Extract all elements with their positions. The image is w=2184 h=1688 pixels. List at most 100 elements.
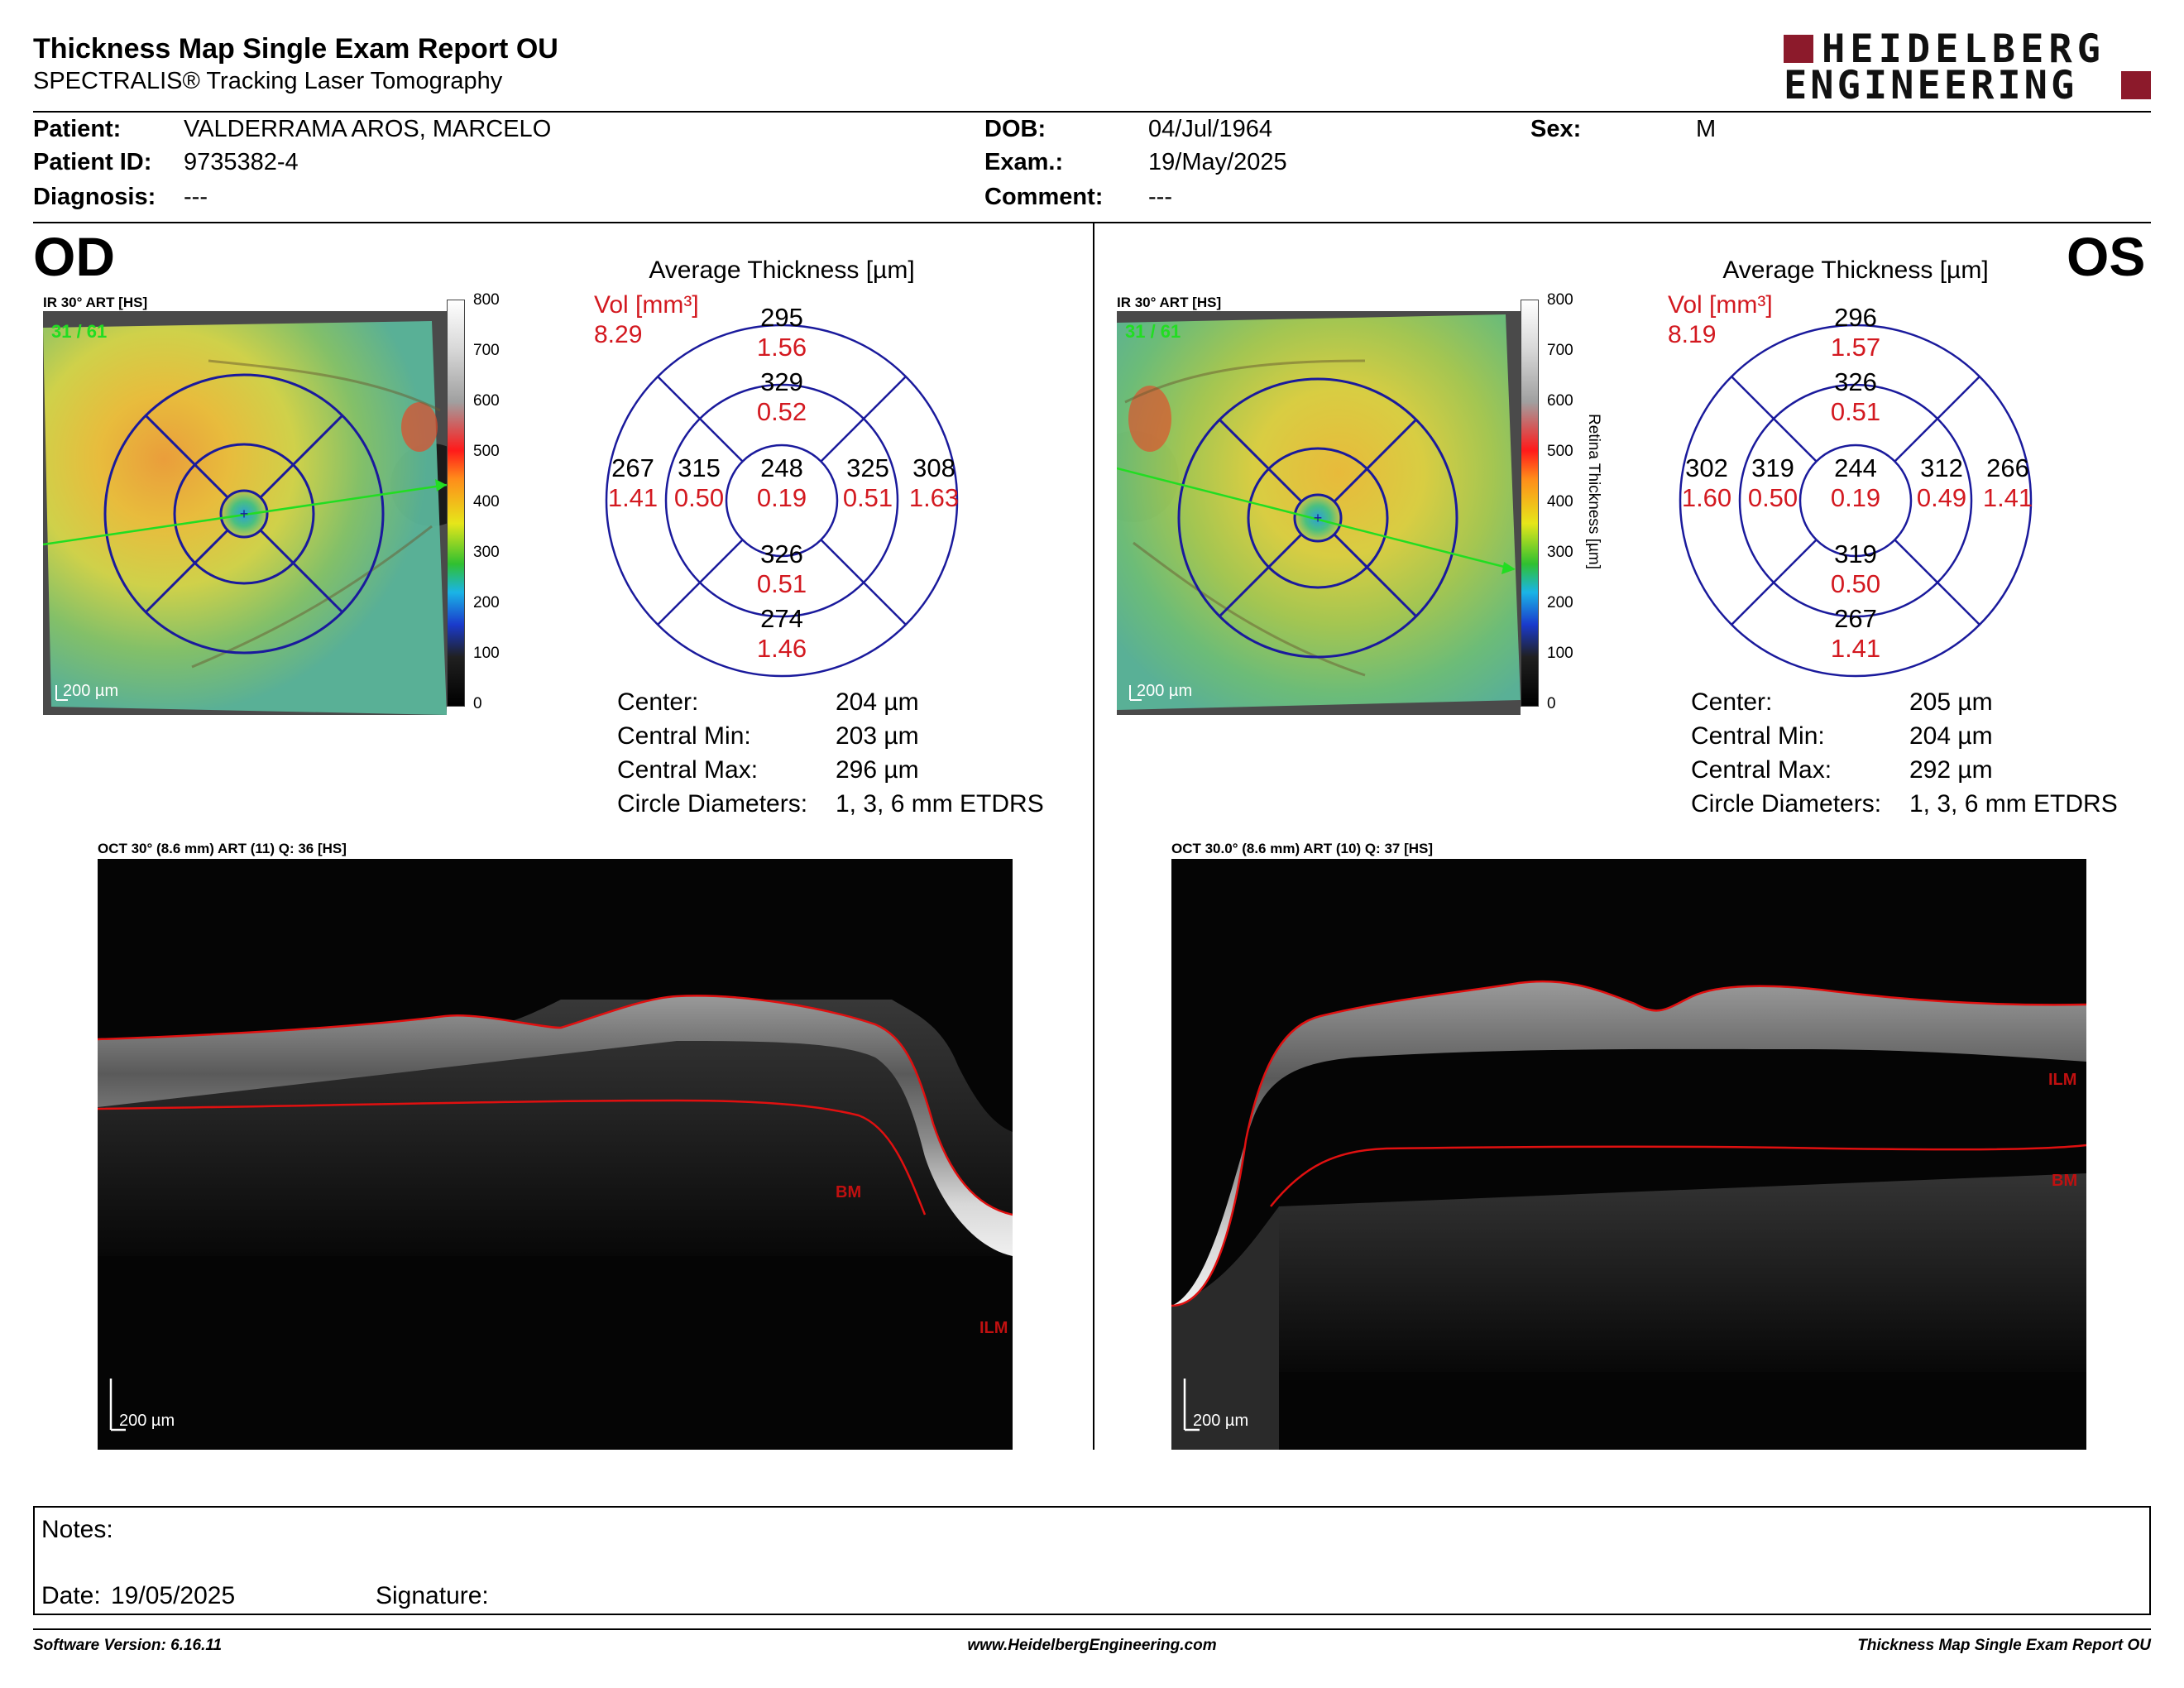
od-tick-100: 100	[473, 645, 500, 662]
od-tick-200: 200	[473, 594, 500, 611]
os-diam-label: Circle Diameters:	[1691, 790, 1882, 818]
od-inner-left-volume: 0.50	[673, 483, 725, 512]
od-outer-inf-volume: 1.46	[756, 634, 807, 663]
sex-value: M	[1696, 116, 1717, 142]
os-inner-left-thickness: 319	[1751, 453, 1794, 482]
os-inner-right-volume: 0.49	[1916, 483, 1967, 512]
od-oct-label: OCT 30° (8.6 mm) ART (11) Q: 36 [HS]	[98, 841, 347, 856]
date-value: 19/05/2025	[111, 1582, 236, 1609]
os-outer-left-volume: 1.60	[1681, 483, 1732, 512]
os-tick-600: 600	[1547, 392, 1573, 410]
od-max-label: Central Max:	[617, 756, 759, 784]
os-max-value: 292 µm	[1909, 756, 1993, 784]
notes-box[interactable]: Notes: Date: 19/05/2025 Signature:	[33, 1506, 2151, 1615]
eye-label-od: OD	[33, 226, 115, 287]
od-ilm-label: ILM	[979, 1319, 1008, 1337]
os-inner-sup-thickness: 326	[1834, 367, 1877, 396]
od-oct-scale: 200 µm	[119, 1412, 175, 1430]
od-inner-right-volume: 0.51	[842, 483, 893, 512]
od-min-value: 203 µm	[836, 722, 919, 750]
os-colorbar-title: Retina Thickness [µm]	[1585, 414, 1602, 569]
os-colorbar-ticks: 800 700 600 500 400 300 200 100 0	[1539, 291, 1573, 712]
od-diam-label: Circle Diameters:	[617, 790, 808, 818]
od-tick-700: 700	[473, 342, 500, 359]
patient-name-label: Patient:	[33, 116, 122, 142]
od-diam-value: 1, 3, 6 mm ETDRS	[836, 790, 1044, 818]
os-inner-left-volume: 0.50	[1747, 483, 1798, 512]
os-tick-200: 200	[1547, 594, 1573, 611]
os-ir-label: IR 30° ART [HS]	[1117, 295, 1222, 310]
os-tick-500: 500	[1547, 443, 1573, 460]
od-ir-label: IR 30° ART [HS]	[43, 295, 148, 310]
os-fundus-scale: 200 µm	[1137, 682, 1193, 700]
od-outer-right-thickness: 308	[912, 453, 956, 482]
notes-label: Notes:	[41, 1516, 113, 1543]
od-outer-left-volume: 1.41	[607, 483, 659, 512]
header-divider	[33, 111, 2151, 113]
heidelberg-logo: HEIDELBERG ENGINEERING	[1779, 26, 2159, 108]
os-vol-total: 8.19	[1668, 321, 1717, 348]
od-grid-title: Average Thickness [µm]	[649, 257, 915, 284]
od-min-label: Central Min:	[617, 722, 751, 750]
od-outer-left-thickness: 267	[611, 453, 654, 482]
os-outer-inf-thickness: 267	[1834, 604, 1877, 633]
od-tick-300: 300	[473, 544, 500, 561]
report-title: Thickness Map Single Exam Report OU	[33, 33, 558, 65]
os-min-value: 204 µm	[1909, 722, 1993, 750]
od-colorbar-ticks: 800 700 600 500 400 300 200 100 0	[465, 291, 500, 712]
patient-name: VALDERRAMA AROS, MARCELO	[184, 116, 552, 142]
os-bm-label: BM	[2052, 1172, 2078, 1190]
od-frame-counter: 31 / 61	[51, 321, 108, 342]
diagnosis-value: ---	[184, 184, 208, 210]
center-divider	[1093, 223, 1094, 1450]
od-etdrs-grid	[605, 324, 959, 678]
os-center-label: Center:	[1691, 688, 1773, 716]
os-center-value: 205 µm	[1909, 688, 1993, 716]
signature-label[interactable]: Signature:	[376, 1582, 489, 1609]
od-center-thickness: 248	[760, 453, 803, 482]
od-outer-inf-thickness: 274	[760, 604, 803, 633]
os-etdrs-grid	[1679, 324, 2033, 678]
eye-label-os: OS	[2067, 226, 2146, 287]
os-oct-label: OCT 30.0° (8.6 mm) ART (10) Q: 37 [HS]	[1171, 841, 1434, 856]
od-outer-sup-volume: 1.56	[756, 333, 807, 362]
dob-value: 04/Jul/1964	[1148, 116, 1272, 142]
footer-divider	[33, 1628, 2151, 1630]
os-diam-value: 1, 3, 6 mm ETDRS	[1909, 790, 2118, 818]
date-label: Date:	[41, 1582, 101, 1609]
os-min-label: Central Min:	[1691, 722, 1825, 750]
od-outer-right-volume: 1.63	[908, 483, 960, 512]
od-inner-sup-thickness: 329	[760, 367, 803, 396]
os-outer-right-thickness: 266	[1986, 453, 2029, 482]
os-tick-400: 400	[1547, 493, 1573, 511]
os-outer-sup-thickness: 296	[1834, 303, 1877, 332]
exam-label: Exam.:	[984, 149, 1064, 175]
os-inner-inf-thickness: 319	[1834, 539, 1877, 568]
od-fundus-scale: 200 µm	[63, 682, 119, 700]
os-center-thickness: 244	[1834, 453, 1877, 482]
od-tick-800: 800	[473, 291, 500, 309]
od-tick-600: 600	[473, 392, 500, 410]
patient-id-label: Patient ID:	[33, 149, 152, 175]
sex-label: Sex:	[1530, 116, 1582, 142]
os-outer-left-thickness: 302	[1685, 453, 1728, 482]
os-fundus-map: +	[1117, 311, 1521, 715]
os-center-volume: 0.19	[1830, 483, 1881, 512]
website-link[interactable]: www.HeidelbergEngineering.com	[967, 1637, 1217, 1654]
footer-report-name: Thickness Map Single Exam Report OU	[1857, 1637, 2151, 1654]
logo-line2: ENGINEERING	[1784, 63, 2078, 108]
report-subtitle: SPECTRALIS® Tracking Laser Tomography	[33, 68, 503, 94]
diagnosis-label: Diagnosis:	[33, 184, 156, 210]
patient-id: 9735382-4	[184, 149, 299, 175]
od-outer-sup-thickness: 295	[760, 303, 803, 332]
svg-text:+: +	[240, 506, 249, 522]
od-center-value: 204 µm	[836, 688, 919, 716]
os-outer-sup-volume: 1.57	[1830, 333, 1881, 362]
svg-text:+: +	[1314, 510, 1323, 526]
os-outer-inf-volume: 1.41	[1830, 634, 1881, 663]
os-colorbar	[1521, 300, 1539, 707]
od-center-label: Center:	[617, 688, 699, 716]
od-center-volume: 0.19	[756, 483, 807, 512]
od-inner-right-thickness: 325	[846, 453, 889, 482]
od-inner-left-thickness: 315	[678, 453, 721, 482]
